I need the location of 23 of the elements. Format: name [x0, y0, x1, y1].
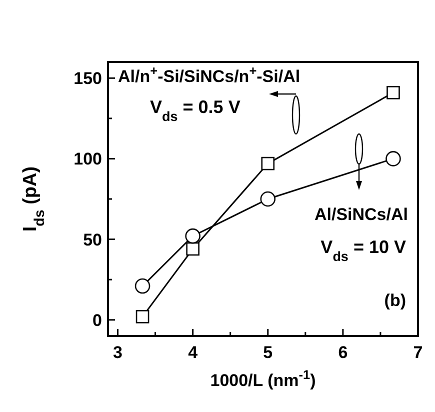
- point: [260, 191, 276, 207]
- annotation: V$_{ds}$ = 0.5 V: [150, 97, 240, 124]
- annotation: Al/n$^{+}$-Si/SiNCs/n$^{+}$-Si/Al: [118, 62, 300, 86]
- point: [386, 151, 401, 166]
- y-tick-label: 0: [92, 310, 102, 330]
- annotation: Al/SiNCs/Al: [314, 205, 408, 224]
- y-tick-label: 50: [83, 230, 102, 250]
- y-tick-label: 100: [74, 150, 102, 169]
- point: [186, 242, 200, 256]
- x-tick-label: 6: [338, 343, 348, 362]
- y-tick-label: 150: [74, 69, 102, 88]
- annotation: V$_{ds}$ = 10 V: [320, 237, 406, 264]
- point: [185, 228, 200, 244]
- point: [136, 310, 150, 324]
- annotation: (b): [384, 291, 406, 310]
- point: [386, 86, 400, 100]
- x-tick-label: 5: [263, 343, 273, 362]
- x-tick-label: 4: [188, 343, 198, 362]
- point: [261, 156, 275, 170]
- point: [134, 278, 150, 294]
- x-axis-title: 1000/L (nm$^{-1}$): [210, 366, 316, 390]
- x-tick-label: 7: [413, 343, 423, 362]
- x-tick-label: 3: [113, 343, 122, 362]
